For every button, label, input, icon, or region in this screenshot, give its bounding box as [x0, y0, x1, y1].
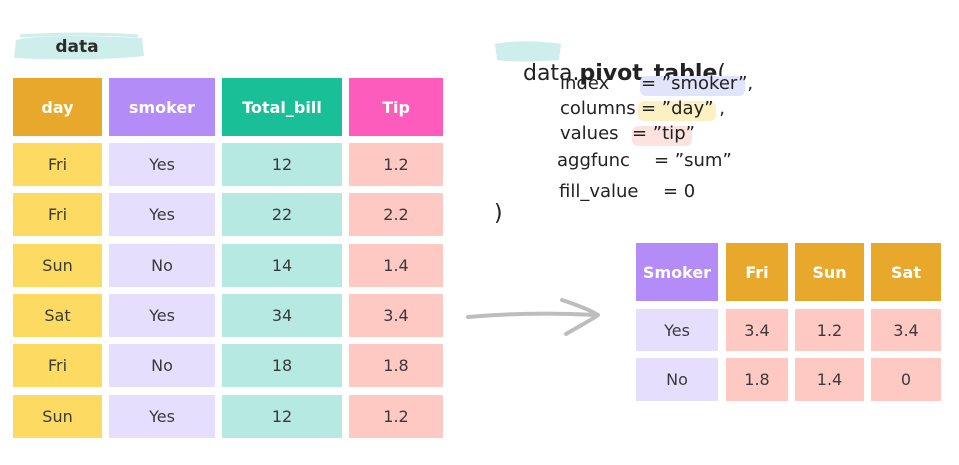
result-row-label: Yes — [636, 309, 718, 351]
result-cell: 3.4 — [726, 309, 788, 351]
cell-tip: 1.8 — [349, 344, 443, 387]
cell-tip: 3.4 — [349, 294, 443, 337]
cell-total-bill: 12 — [222, 395, 342, 438]
cell-tip: 1.2 — [349, 143, 443, 186]
cell-smoker: No — [109, 344, 215, 387]
result-cell: 1.4 — [795, 358, 864, 401]
cell-day: Fri — [13, 193, 102, 236]
arg-fill-value-value: = 0 — [663, 181, 696, 202]
cell-smoker: No — [109, 244, 215, 287]
cell-tip: 1.4 — [349, 244, 443, 287]
cell-total-bill: 14 — [222, 244, 342, 287]
cell-total-bill: 22 — [222, 193, 342, 236]
cell-smoker: Yes — [109, 193, 215, 236]
cell-smoker: Yes — [109, 143, 215, 186]
cell-smoker: Yes — [109, 395, 215, 438]
arg-values-key: values — [560, 123, 619, 144]
result-header-fri: Fri — [726, 243, 788, 301]
code-brush-highlight — [495, 41, 561, 62]
header-total-bill: Total_bill — [222, 78, 342, 136]
code-close-paren: ) — [494, 201, 503, 226]
result-row-label: No — [636, 358, 718, 401]
result-cell: 1.8 — [726, 358, 788, 401]
arg-fill-value-key: fill_value — [559, 181, 639, 202]
cell-day: Sun — [13, 395, 102, 438]
result-header-sat: Sat — [871, 243, 941, 301]
data-label-brush — [14, 32, 144, 60]
cell-total-bill: 34 — [222, 294, 342, 337]
arg-aggfunc-key: aggfunc — [557, 150, 630, 171]
cell-total-bill: 18 — [222, 344, 342, 387]
header-tip: Tip — [349, 78, 443, 136]
arg-index-key: index — [560, 73, 610, 94]
cell-total-bill: 12 — [222, 143, 342, 186]
cell-day: Fri — [13, 143, 102, 186]
result-header-smoker: Smoker — [636, 243, 718, 301]
arrow-right-icon — [466, 298, 600, 336]
header-smoker: smoker — [109, 78, 215, 136]
cell-day: Sat — [13, 294, 102, 337]
header-day: day — [13, 78, 102, 136]
result-cell: 0 — [871, 358, 941, 401]
arg-aggfunc-value: = ”sum” — [654, 150, 732, 171]
result-cell: 3.4 — [871, 309, 941, 351]
index-value-highlight — [640, 76, 745, 96]
arg-columns-value: = ”day” , — [641, 98, 726, 119]
cell-smoker: Yes — [109, 294, 215, 337]
values-value-highlight — [632, 126, 692, 146]
code-open-paren: ( — [717, 61, 726, 86]
cell-day: Fri — [13, 344, 102, 387]
columns-value-highlight — [638, 101, 716, 121]
cell-day: Sun — [13, 244, 102, 287]
arg-index-value: = ”smoker”, — [641, 73, 754, 94]
arg-columns-key: columns — [560, 98, 636, 119]
cell-tip: 1.2 — [349, 395, 443, 438]
cell-tip: 2.2 — [349, 193, 443, 236]
arg-values-value: = ”tip” — [632, 123, 695, 144]
code-prefix: data. — [522, 61, 580, 86]
data-table-label: data — [55, 37, 99, 57]
result-header-sun: Sun — [795, 243, 864, 301]
result-cell: 1.2 — [795, 309, 864, 351]
